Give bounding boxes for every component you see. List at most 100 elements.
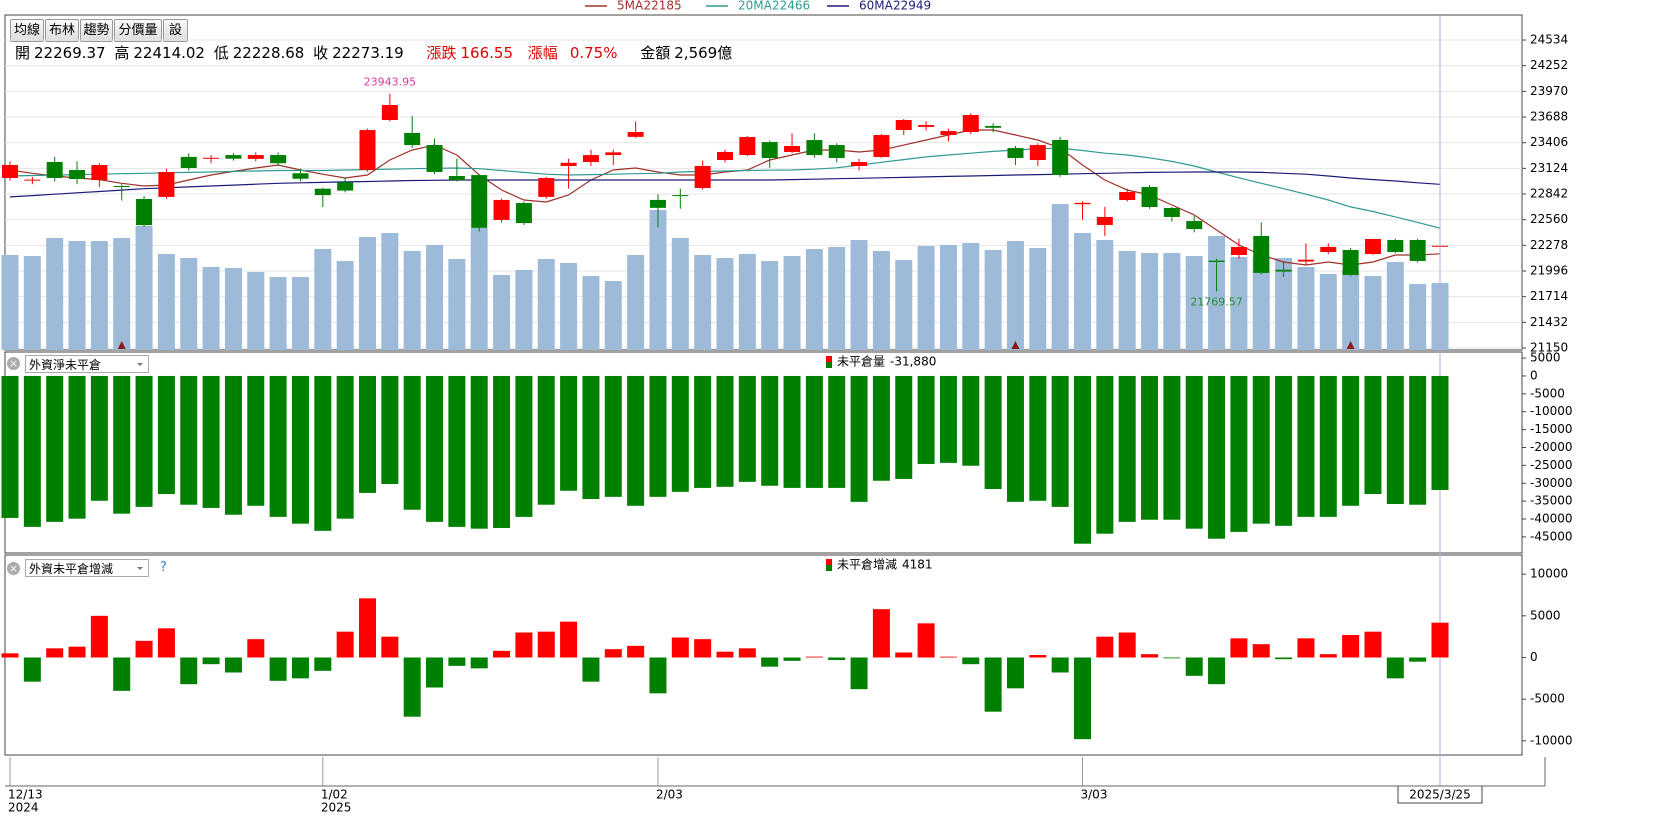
candle-body: [426, 145, 443, 172]
bar: [537, 631, 555, 658]
bar: [1342, 635, 1360, 658]
volume-bar: [783, 256, 801, 350]
bar: [90, 375, 108, 501]
signal-marker: [1346, 341, 1355, 349]
y-tick-label: 23970: [1530, 84, 1568, 98]
legend-icon-down: [826, 565, 832, 571]
volume-bar: [269, 276, 287, 350]
info-label: 高: [114, 44, 130, 62]
bar: [671, 375, 689, 492]
volume-bar: [90, 240, 108, 350]
ma-line: [9, 129, 1441, 266]
bar: [1319, 654, 1337, 658]
bar: [1006, 657, 1024, 689]
bar: [537, 375, 555, 505]
candle-body: [627, 132, 644, 137]
legend-icon-down: [826, 362, 832, 368]
y-tick-label: -10000: [1530, 733, 1573, 747]
close-icon[interactable]: ×: [7, 357, 20, 370]
bar: [381, 375, 399, 484]
y-tick-label: 21150: [1530, 340, 1568, 354]
bar: [560, 375, 578, 491]
legend-value: 22949: [893, 0, 931, 13]
candle-body: [806, 140, 823, 156]
bar: [716, 375, 734, 487]
bar: [426, 375, 444, 522]
candle-body: [404, 132, 421, 146]
help-icon[interactable]: ?: [160, 560, 167, 575]
volume-bar: [828, 246, 846, 350]
bar: [1275, 375, 1293, 526]
y-tick-label: -25000: [1530, 458, 1573, 472]
indicator-select[interactable]: 外資淨未平倉: [25, 355, 149, 373]
toolbar-button[interactable]: 趨勢: [80, 19, 113, 42]
candle-body: [985, 125, 1002, 128]
bar: [1431, 375, 1449, 490]
candle-body: [895, 120, 912, 131]
info-value: 22269.37: [34, 44, 106, 62]
bar: [403, 657, 421, 717]
bar: [1342, 375, 1360, 506]
bar: [202, 657, 220, 665]
candle-body: [247, 155, 264, 159]
candle-body: [1409, 239, 1426, 261]
volume-bar: [515, 269, 533, 350]
candle-body: [784, 145, 801, 152]
candle-body: [314, 188, 331, 196]
bar: [291, 657, 309, 679]
candle-body: [1364, 238, 1381, 254]
bar: [582, 375, 600, 499]
volume-bar: [895, 259, 913, 350]
ma-line: [9, 147, 1441, 229]
info-value: 166.55: [460, 44, 514, 62]
indicator-select[interactable]: 外資未平倉增減: [25, 559, 149, 577]
toolbar-button[interactable]: 均線: [10, 19, 44, 42]
bar: [314, 375, 332, 531]
toolbar-button[interactable]: 布林: [45, 19, 79, 42]
volume-bar: [738, 253, 756, 350]
bar: [783, 375, 801, 488]
signal-marker: [1011, 341, 1020, 349]
candle-body: [649, 199, 666, 208]
x-year-label: 2025: [321, 801, 352, 815]
volume-bar: [1386, 262, 1404, 350]
bar: [895, 375, 913, 479]
bar: [470, 375, 488, 529]
x-year-label: 2024: [8, 801, 39, 815]
y-tick-label: 0: [1530, 650, 1538, 664]
close-icon[interactable]: ×: [7, 562, 20, 575]
candle-body: [2, 164, 18, 178]
toolbar-button[interactable]: 設: [163, 19, 188, 42]
bar: [403, 375, 421, 510]
y-tick-label: -10000: [1530, 404, 1573, 418]
toolbar-button[interactable]: 分價量: [114, 19, 162, 42]
bar: [761, 375, 779, 486]
bar: [247, 375, 265, 506]
min-label: 21769.57: [1190, 296, 1243, 309]
volume-bar: [23, 256, 41, 350]
volume-bar: [314, 249, 332, 350]
legend-label: 60MA: [859, 0, 894, 13]
volume-bar: [962, 242, 980, 350]
y-tick-label: -15000: [1530, 422, 1573, 436]
info-label: 漲跌: [426, 44, 457, 62]
y-tick-label: -5000: [1530, 692, 1565, 706]
candle-body: [1253, 235, 1270, 273]
bar: [1096, 375, 1114, 534]
y-tick-label: 10000: [1530, 567, 1568, 581]
y-tick-label: -40000: [1530, 512, 1573, 526]
bar: [1074, 657, 1091, 740]
volume-bar: [1319, 273, 1337, 350]
volume-bar: [493, 274, 511, 350]
volume-bar: [1230, 256, 1248, 350]
y-tick-label: 22560: [1530, 212, 1568, 226]
bar: [1, 375, 19, 518]
candle-body: [46, 161, 63, 178]
y-tick-label: 21714: [1530, 289, 1568, 303]
bar: [1364, 375, 1382, 494]
bar: [68, 646, 86, 658]
bar: [1230, 375, 1248, 532]
bar: [604, 375, 622, 497]
